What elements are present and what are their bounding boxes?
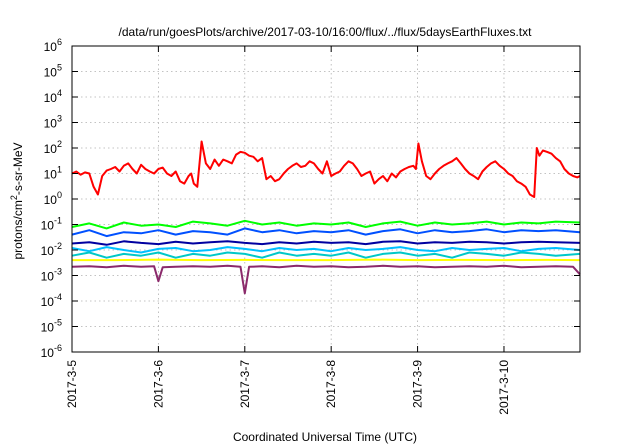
axis-ticks xyxy=(71,45,580,353)
y-tick-label: 100 xyxy=(44,190,62,207)
y-tick-label: 101 xyxy=(44,165,62,182)
y-tick-label: 10-6 xyxy=(41,343,62,360)
y-tick-labels: 10-6 10-5 10-4 10-3 10-2 10-1 100 101 102 103 104 1… xyxy=(41,37,62,360)
y-axis-label-after: -s-sr-MeV xyxy=(11,142,25,195)
y-axis-label-before: protons/cm xyxy=(11,200,25,259)
series-line-8 xyxy=(71,264,581,295)
y-tick-label: 102 xyxy=(44,139,62,156)
series-line-4 xyxy=(71,227,581,238)
series-line-3 xyxy=(71,246,581,254)
x-tick-label: 2017-3-9 xyxy=(411,360,425,408)
y-tick-label: 104 xyxy=(44,88,62,105)
x-tick-label: 2017-3-8 xyxy=(324,360,338,408)
series-line-5 xyxy=(71,240,581,246)
y-tick-label: 10-3 xyxy=(41,267,62,284)
x-axis-label: Coordinated Universal Time (UTC) xyxy=(233,430,417,444)
x-tick-labels: 2017-3-5 2017-3-6 2017-3-7 2017-3-8 2017-3-9… xyxy=(65,360,511,415)
y-tick-label: 10-5 xyxy=(41,318,62,335)
series-line-6 xyxy=(71,251,581,259)
y-tick-label: 105 xyxy=(44,63,62,80)
y-axis-label-sup: 2 xyxy=(9,195,19,200)
grid xyxy=(72,46,580,352)
x-tick-label: 2017-3-5 xyxy=(65,360,79,408)
x-tick-label: 2017-3-10 xyxy=(497,360,511,415)
series-layer xyxy=(71,140,581,295)
y-tick-label: 10-4 xyxy=(41,292,62,309)
y-axis-label: protons/cm2-s-sr-MeV xyxy=(9,142,25,259)
x-tick-label: 2017-3-6 xyxy=(151,360,165,408)
y-tick-label: 10-2 xyxy=(41,241,62,258)
x-tick-label: 2017-3-7 xyxy=(238,360,252,408)
y-tick-label: 10-1 xyxy=(41,216,62,233)
y-tick-label: 103 xyxy=(44,114,62,131)
chart-title: /data/run/goesPlots/archive/2017-03-10/1… xyxy=(119,25,533,39)
series-line-2 xyxy=(71,219,581,230)
series-line-7 xyxy=(72,258,581,262)
series-line-1 xyxy=(71,140,581,198)
y-tick-label: 106 xyxy=(44,37,62,54)
